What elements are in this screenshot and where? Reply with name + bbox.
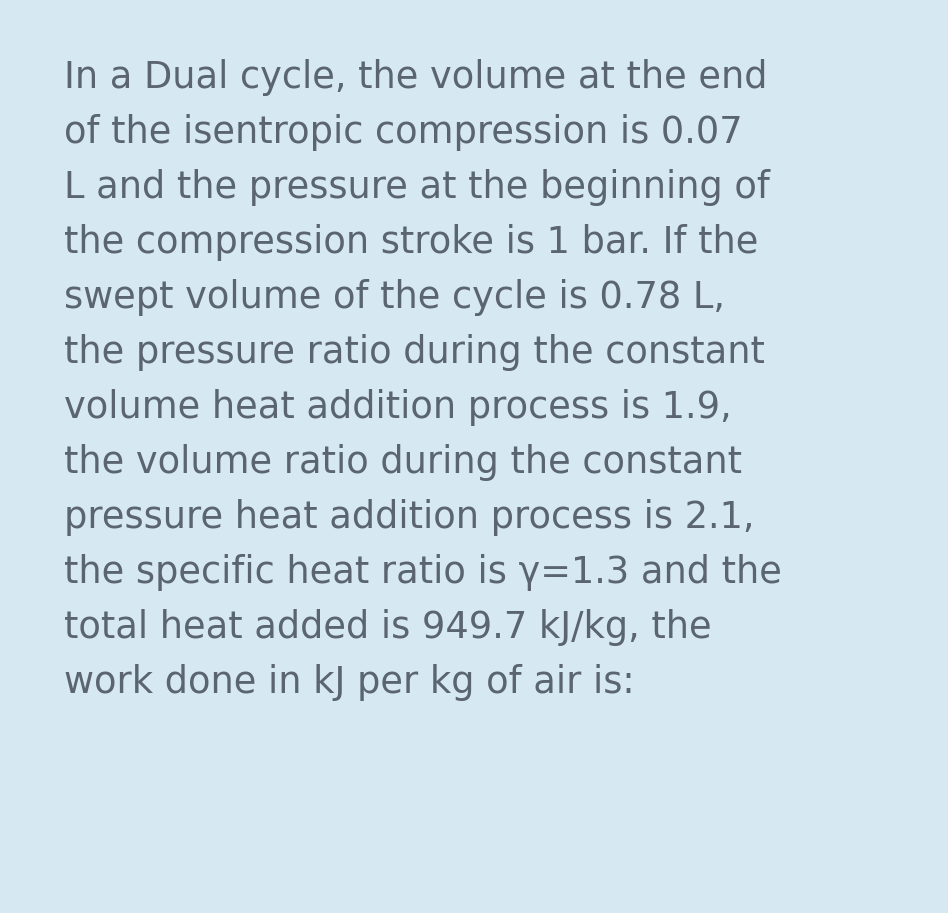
Text: In a Dual cycle, the volume at the end
of the isentropic compression is 0.07
L a: In a Dual cycle, the volume at the end o… xyxy=(64,59,782,701)
